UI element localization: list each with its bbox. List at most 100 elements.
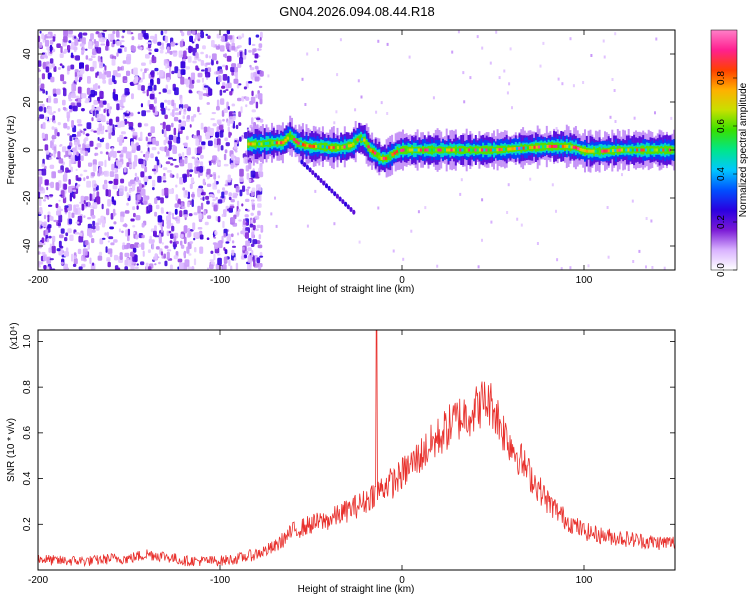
heatmap-cell (163, 139, 167, 146)
heatmap-cell (96, 113, 102, 122)
heatmap-cell (147, 141, 153, 145)
colorbar: 0.0 0.2 0.4 0.6 0.8 Normalized spectral ampl… (710, 29, 749, 277)
heatmap-cell (178, 104, 184, 109)
heatmap-cell (638, 249, 641, 253)
heatmap-cell (81, 108, 85, 112)
heatmap-cell (119, 40, 125, 43)
heatmap-cell (75, 95, 80, 98)
heatmap-cell (51, 63, 55, 68)
heatmap-cell (439, 148, 442, 152)
heatmap-cell (141, 234, 145, 239)
heatmap-cell (134, 172, 138, 177)
heatmap-cell (79, 62, 84, 70)
heatmap-cell (86, 180, 92, 188)
heatmap-cell (72, 263, 77, 267)
heatmap-cell (180, 202, 184, 207)
heatmap-cell (110, 213, 114, 220)
heatmap-cell (509, 147, 512, 151)
heatmap-cell (154, 48, 159, 52)
heatmap-cell (83, 169, 88, 173)
heatmap-cell (511, 147, 514, 151)
heatmap-cell (134, 242, 140, 248)
spectrogram-frame (37, 29, 676, 271)
heatmap-cell (315, 144, 318, 148)
heatmap-cell (250, 212, 254, 216)
heatmap-cell (38, 265, 42, 268)
heatmap-cell (146, 137, 152, 143)
heatmap-cell (245, 104, 248, 108)
heatmap-cell (231, 45, 236, 51)
heatmap-cell (88, 162, 93, 167)
heatmap-cell (63, 183, 68, 190)
heatmap-cell (77, 215, 83, 223)
heatmap-cell (148, 204, 153, 213)
heatmap-cell (85, 143, 91, 149)
heatmap-cell (81, 50, 84, 56)
heatmap-cell (201, 69, 205, 72)
heatmap-cell (180, 61, 186, 69)
heatmap-cell (49, 258, 54, 261)
heatmap-cell (46, 186, 49, 191)
heatmap-cell (171, 122, 174, 128)
heatmap-cell (207, 35, 211, 39)
heatmap-cell (241, 33, 245, 38)
heatmap-cell (125, 151, 130, 159)
heatmap-cell (435, 148, 438, 152)
heatmap-cell (75, 168, 78, 172)
heatmap-cell (73, 255, 77, 260)
heatmap-cell (190, 72, 196, 81)
heatmap-cell (41, 73, 45, 80)
heatmap-cell (119, 154, 124, 158)
heatmap-cell (408, 148, 412, 152)
heatmap-cell (393, 151, 396, 155)
heatmap-cell (74, 232, 80, 235)
heatmap-cell (49, 112, 54, 115)
heatmap-cell (594, 149, 597, 153)
heatmap-cell (241, 203, 244, 207)
heatmap-cell (165, 99, 168, 103)
heatmap-cell (203, 85, 209, 88)
heatmap-cell (250, 72, 254, 80)
heatmap-cell (446, 148, 449, 152)
heatmap-cell (224, 183, 229, 187)
heatmap-cell (598, 149, 602, 153)
heatmap-cell (508, 82, 511, 86)
heatmap-cell (71, 157, 74, 164)
heatmap-cell (163, 253, 166, 259)
heatmap-cell (174, 66, 179, 74)
heatmap-cell (219, 69, 223, 74)
heatmap-cell (200, 154, 204, 159)
heatmap-cell (131, 93, 134, 100)
heatmap-cell (42, 138, 46, 141)
heatmap-cell (515, 147, 519, 150)
heatmap-cell (149, 133, 152, 136)
heatmap-cell (206, 174, 210, 180)
heatmap-cell (221, 35, 225, 42)
heatmap-cell (509, 47, 512, 51)
heatmap-cell (72, 105, 78, 112)
heatmap-cell (167, 99, 171, 105)
heatmap-cell (251, 43, 256, 46)
heatmap-cell (147, 44, 152, 49)
heatmap-cell (55, 203, 59, 209)
heatmap-cell (237, 200, 240, 207)
heatmap-cell (183, 109, 187, 112)
heatmap-cell (96, 143, 102, 148)
heatmap-cell (221, 213, 224, 218)
spectrogram-y-tick-label: -20 (22, 190, 33, 205)
heatmap-cell (140, 131, 143, 140)
heatmap-cell (97, 85, 101, 89)
heatmap-cell (491, 148, 495, 152)
heatmap-cell (121, 230, 124, 234)
heatmap-cell (360, 95, 363, 99)
heatmap-cell (346, 204, 350, 210)
heatmap-cell (111, 163, 115, 171)
heatmap-cell (380, 156, 383, 160)
heatmap-cell (173, 235, 177, 242)
heatmap-cell (436, 264, 439, 268)
heatmap-cell (109, 171, 115, 177)
heatmap-cell (249, 223, 254, 228)
heatmap-cell (233, 257, 237, 261)
heatmap-cell (169, 61, 172, 67)
heatmap-cell (126, 111, 129, 114)
